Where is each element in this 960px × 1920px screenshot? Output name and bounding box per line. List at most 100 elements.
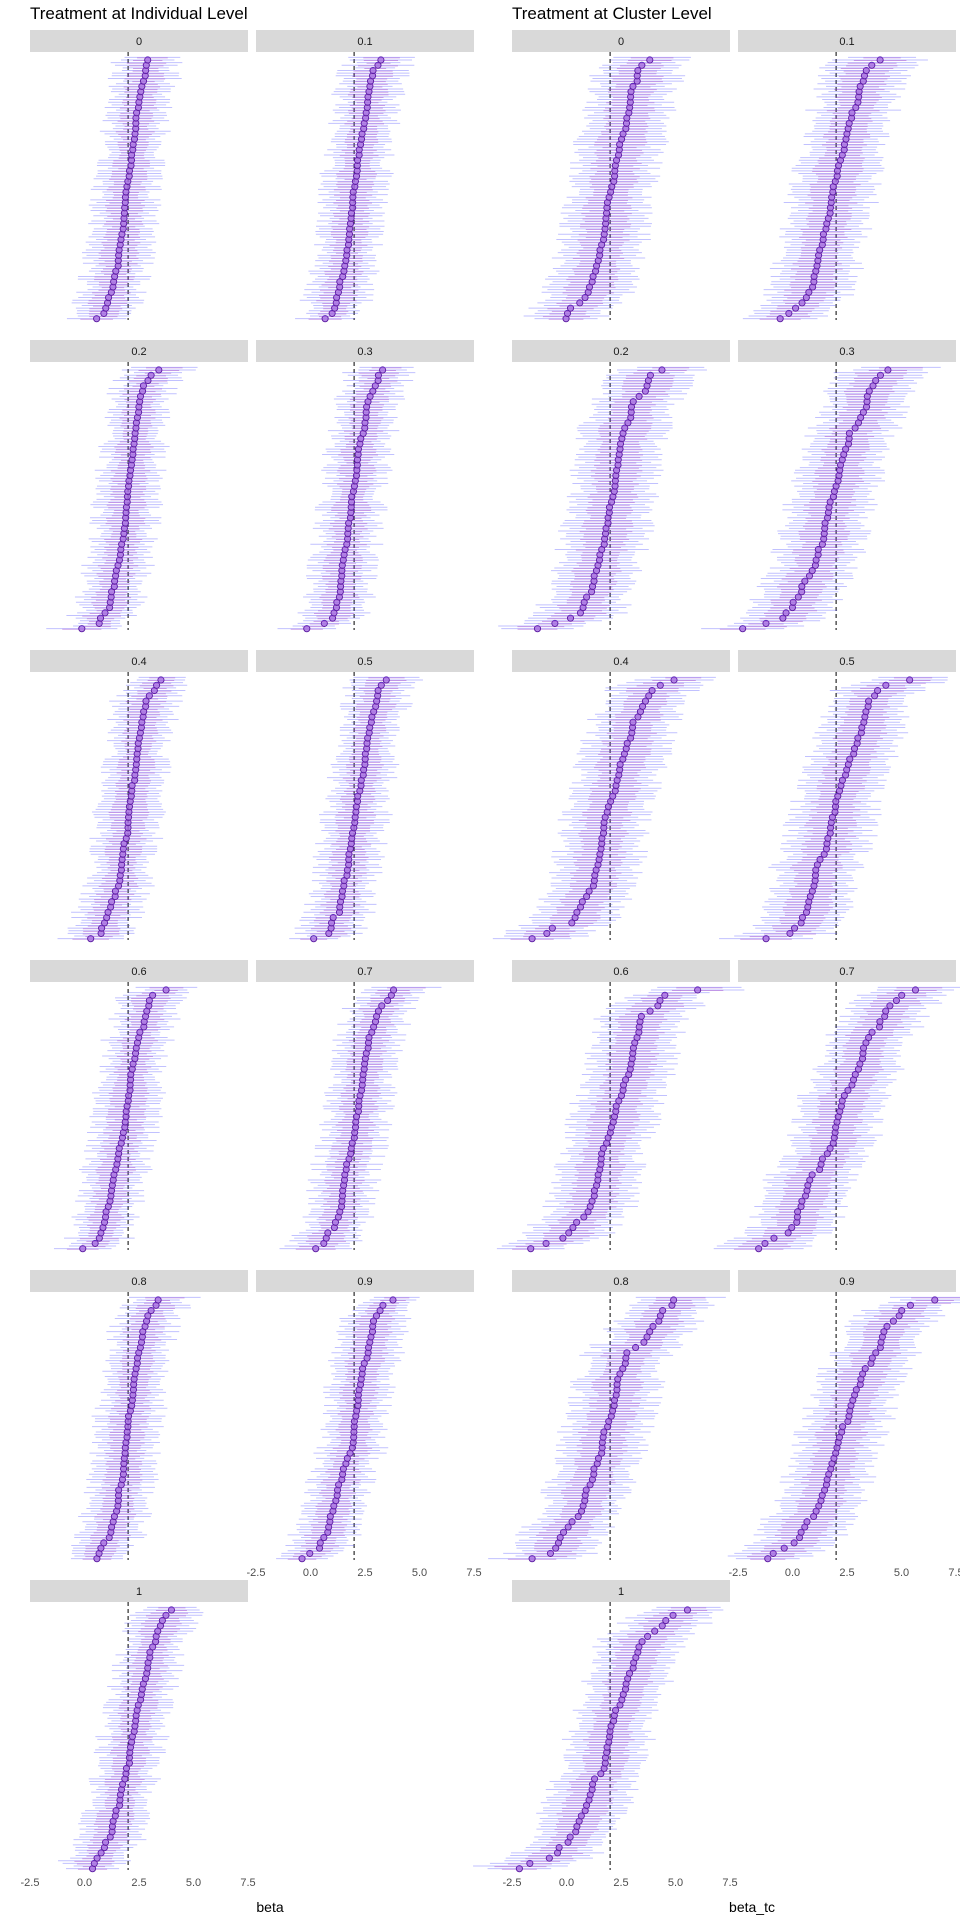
estimate-point (629, 718, 637, 726)
estimate-point (798, 582, 806, 590)
estimate-point (306, 1549, 314, 1557)
estimate-point (147, 1306, 155, 1315)
estimate-point (147, 371, 155, 379)
estimate-point (335, 1481, 343, 1489)
estimate-point (848, 109, 856, 117)
estimate-point (573, 908, 581, 916)
estimate-point (528, 935, 536, 943)
facet-panel-0.1: 0.1 (256, 30, 474, 323)
facet-strip-label: 0.1 (839, 36, 854, 48)
estimate-point (543, 929, 551, 937)
estimate-point (298, 1555, 306, 1563)
estimate-point (372, 1312, 381, 1320)
facet-strip-label: 1 (136, 1586, 142, 1598)
facet-strip-label: 0.6 (131, 966, 146, 978)
facet-panel-0.7: 0.7 (256, 960, 474, 1253)
facet-strip-label: 0.2 (131, 346, 146, 358)
facet-strip (738, 340, 956, 362)
facet-strip (512, 340, 730, 362)
facet-strip (256, 340, 474, 362)
facet-strip-label: 0.8 (131, 1276, 146, 1288)
x-tick-label: 0.0 (77, 1877, 92, 1889)
facet-strip-label: 0.2 (613, 346, 628, 358)
estimate-point (548, 924, 556, 932)
estimate-point (576, 299, 584, 307)
estimate-point (145, 692, 153, 700)
estimate-point (384, 996, 392, 1005)
estimate-point (303, 625, 311, 633)
estimate-point (377, 681, 385, 689)
x-tick-label: 2.5 (131, 1877, 146, 1889)
estimate-point (374, 1007, 382, 1015)
estimate-point (779, 614, 787, 622)
estimate-point (320, 1534, 328, 1542)
estimate-point (98, 924, 106, 932)
facet-panel-0.5: 0.5 (256, 650, 474, 943)
estimate-point (629, 398, 637, 406)
facet-panel-0.1: 0.1 (738, 30, 956, 323)
facet-strip-label: 0.7 (839, 966, 854, 978)
x-tick-label: 7.5 (466, 1567, 481, 1579)
estimate-point (379, 1301, 387, 1309)
estimate-point (331, 1218, 339, 1226)
estimate-point (312, 1245, 320, 1253)
estimate-point (876, 56, 884, 64)
estimate-point (782, 609, 790, 617)
facet-strip-label: 0.8 (613, 1276, 628, 1288)
facet-panel-0.3: 0.3 (256, 340, 474, 633)
estimate-point (856, 82, 864, 90)
facet-panel-0.2: 0.2 (30, 340, 248, 633)
estimate-point (102, 1838, 110, 1846)
estimate-point (798, 299, 806, 307)
estimate-point (374, 371, 382, 379)
estimate-point (108, 898, 116, 906)
cluster-level-title: Treatment at Cluster Level (512, 4, 712, 23)
facet-strip (256, 1270, 474, 1292)
facet-panel-0.7: 0.7 (713, 960, 960, 1253)
estimate-point (149, 1643, 157, 1651)
estimate-point (568, 919, 576, 927)
facet-panel-1: 1 -2.5 0.0 2.5 5.0 7.5 (21, 1580, 256, 1889)
facet-strip-label: 0.9 (357, 1276, 372, 1288)
estimate-point (623, 739, 631, 747)
estimate-point (563, 309, 572, 317)
estimate-point (377, 56, 385, 64)
estimate-point (581, 294, 589, 302)
estimate-point (845, 429, 853, 437)
estimate-point (321, 315, 329, 323)
facet-strip-label: 0.5 (357, 656, 372, 668)
facet-panel-0.2: 0.2 (498, 340, 730, 633)
facet-strip-label: 0.4 (613, 656, 628, 668)
estimate-point (139, 382, 147, 390)
facet-strip (512, 30, 730, 52)
estimate-point (360, 1359, 368, 1367)
estimate-point (634, 66, 642, 75)
facet-strip-label: 0 (136, 36, 142, 48)
facet-panel-0.9: 0.9 -2.5 0.0 2.5 5.0 7.5 (247, 1270, 482, 1579)
estimate-point (111, 887, 119, 895)
estimate-point (876, 371, 884, 379)
estimate-point (336, 278, 344, 286)
estimate-point (79, 1245, 87, 1253)
estimate-point (320, 619, 328, 627)
estimate-point (805, 288, 813, 296)
facet-panel-0.4: 0.4 (30, 650, 248, 943)
estimate-point (639, 702, 647, 710)
facet-strip-label: 0.3 (839, 346, 854, 358)
estimate-point (97, 1544, 105, 1552)
facet-panel-0.8: 0.8 (30, 1270, 248, 1563)
facet-strip-label: 0 (618, 36, 624, 48)
estimate-point (794, 593, 802, 601)
facet-strip (256, 650, 474, 672)
estimate-point (144, 376, 152, 385)
estimate-point (96, 614, 105, 622)
estimate-point (93, 1854, 101, 1862)
estimate-point (316, 1539, 324, 1547)
estimate-point (635, 392, 643, 400)
estimate-point (376, 1306, 384, 1315)
estimate-point (122, 1764, 131, 1772)
x-tick-label: 0.0 (303, 1567, 318, 1579)
facet-strip (738, 30, 956, 52)
estimate-point (157, 676, 165, 684)
